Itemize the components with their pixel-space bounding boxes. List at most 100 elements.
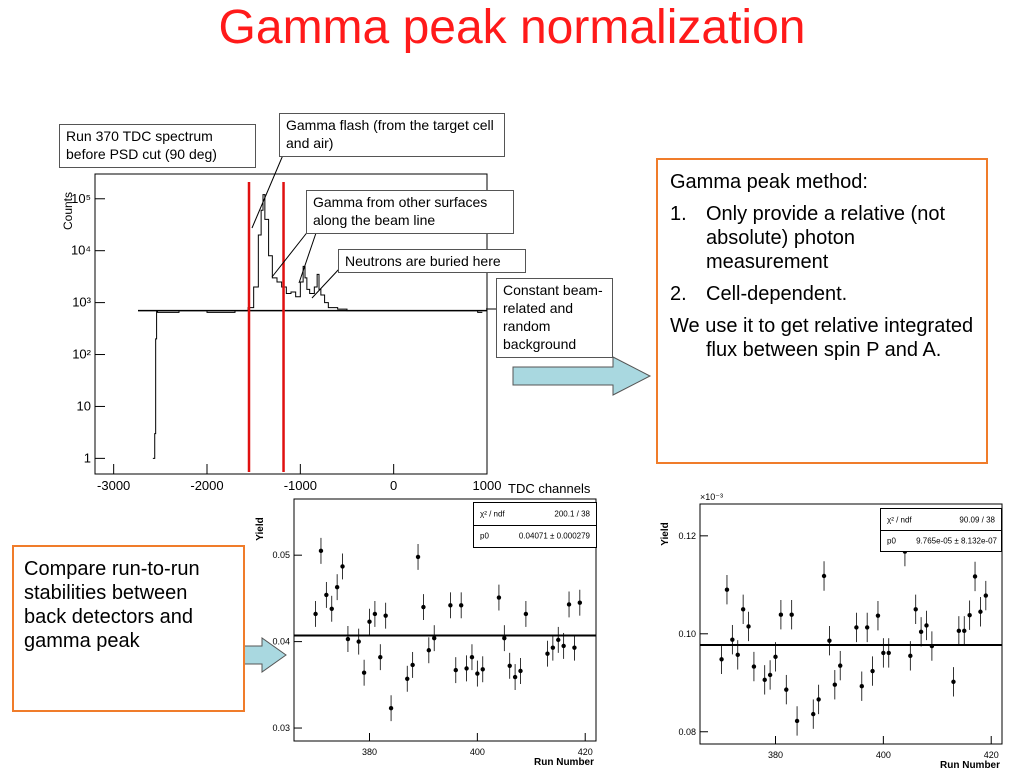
- data-point: [983, 593, 989, 598]
- data-point: [458, 603, 464, 608]
- data-point: [545, 651, 550, 656]
- yield-y-tick-label: 0.05: [272, 550, 290, 560]
- fit-right-p0-label: p0: [887, 536, 896, 545]
- data-point: [816, 697, 821, 702]
- data-point: [859, 684, 864, 689]
- fit-left-p0-label: p0: [480, 531, 489, 541]
- data-point: [577, 600, 583, 605]
- data-point: [886, 650, 891, 656]
- yield-y-axis-label: Yield: [660, 522, 671, 546]
- fit-box-left: χ² / ndf 200.1 / 38 p0 0.04071 ± 0.00027…: [473, 502, 597, 548]
- tdc-spectrum-line: [152, 194, 483, 459]
- data-point: [811, 711, 816, 717]
- data-point: [762, 677, 767, 683]
- data-point: [832, 682, 838, 687]
- data-point: [480, 667, 485, 672]
- gamma-other-callout: Gamma from other surfaces along the beam…: [306, 190, 514, 234]
- data-point: [410, 662, 415, 668]
- data-point: [913, 607, 918, 612]
- data-point: [740, 607, 746, 612]
- data-point: [523, 611, 529, 617]
- neutrons-callout: Neutrons are buried here: [338, 249, 526, 273]
- slide-title: Gamma peak normalization: [218, 1, 806, 54]
- data-point: [719, 657, 724, 662]
- data-point: [561, 643, 566, 649]
- data-point: [566, 602, 572, 607]
- data-point: [908, 653, 913, 659]
- data-point: [821, 573, 827, 579]
- data-point: [415, 554, 421, 560]
- data-point: [929, 643, 935, 649]
- tdc-cut-lines: [247, 182, 285, 472]
- data-point: [502, 635, 507, 641]
- arrow-to-method-box: [512, 356, 652, 396]
- data-point: [827, 638, 832, 643]
- tdc-y-tick-label: 10²: [72, 347, 91, 362]
- data-point: [967, 612, 972, 618]
- data-point: [773, 654, 778, 660]
- tdc-x-tick-label: -2000: [190, 478, 223, 493]
- yield-x-tick-label: 380: [362, 747, 377, 757]
- data-point: [361, 670, 367, 675]
- yield-x-tick-label: 380: [768, 750, 783, 760]
- method-item-1: 1. Only provide a relative (not absolute…: [670, 202, 974, 274]
- tdc-x-tick-label: 1000: [473, 478, 502, 493]
- method-item-1-text: Only provide a relative (not absolute) p…: [706, 203, 946, 273]
- yield-y-tick-label: 0.04: [272, 637, 290, 647]
- tdc-x-tick-label: -3000: [97, 478, 130, 493]
- yield-x-tick-label: 400: [876, 750, 891, 760]
- data-point: [550, 645, 556, 650]
- fit-left-chi2-value: 200.1 / 38: [554, 509, 590, 519]
- data-point: [735, 652, 740, 658]
- data-point: [572, 645, 577, 650]
- data-point: [789, 612, 794, 617]
- data-point: [794, 718, 800, 724]
- data-point: [356, 639, 361, 644]
- data-point: [956, 628, 962, 634]
- tdc-y-ticks: 1 10 10² 10³ 10⁴ 10⁵: [71, 191, 105, 465]
- yield-x-axis-label: Run Number: [534, 757, 594, 768]
- data-point: [556, 637, 561, 643]
- fit-right-chi2-label: χ² / ndf: [887, 515, 912, 524]
- data-point: [870, 668, 875, 674]
- yield-y-tick-label: 0.08: [678, 727, 696, 737]
- data-point: [778, 612, 784, 617]
- other-pointer-1: [271, 229, 310, 278]
- fit-left-p0-value: 0.04071 ± 0.000279: [518, 531, 590, 541]
- method-item-2: 2. Cell-dependent.: [670, 282, 974, 306]
- data-point: [951, 679, 956, 684]
- data-point: [475, 671, 480, 676]
- data-point: [875, 613, 881, 618]
- run-callout: Run 370 TDC spectrum before PSD cut (90 …: [59, 124, 256, 168]
- data-point: [426, 648, 432, 653]
- method-item-2-text: Cell-dependent.: [706, 283, 848, 305]
- data-point: [469, 654, 475, 660]
- fit-box-right: χ² / ndf 90.09 / 38 p0 9.765e-05 ± 8.132…: [880, 508, 1002, 552]
- data-point: [730, 637, 735, 642]
- data-point: [383, 613, 388, 618]
- data-point: [784, 687, 789, 692]
- data-point: [329, 606, 334, 611]
- data-point: [518, 668, 523, 674]
- tdc-x-tick-label: 0: [390, 478, 397, 493]
- yield-y-tick-label: 0.03: [272, 723, 290, 733]
- fit-left-chi2-label: χ² / ndf: [480, 509, 505, 519]
- data-point: [751, 664, 757, 669]
- data-point: [367, 619, 372, 624]
- method-closing: We use it to get relative integrated flu…: [670, 315, 974, 361]
- tdc-x-axis-label: TDC channels: [508, 481, 591, 496]
- fit-right-p0-value: 9.765e-05 ± 8.132e-07: [916, 536, 997, 545]
- data-point: [432, 635, 437, 641]
- data-point: [378, 654, 383, 660]
- data-point: [448, 603, 453, 608]
- data-point: [340, 564, 345, 569]
- method-item-2-number: 2.: [670, 283, 687, 305]
- data-point: [881, 650, 886, 656]
- yield-y-tick-label: 0.10: [678, 629, 696, 639]
- data-point: [767, 672, 773, 678]
- data-point: [464, 666, 469, 671]
- method-box: Gamma peak method: 1. Only provide a rel…: [656, 158, 988, 464]
- tdc-x-ticks: -3000 -2000 -1000 0 1000: [97, 464, 501, 493]
- data-point: [924, 623, 929, 628]
- tdc-y-tick-label: 10: [77, 398, 91, 413]
